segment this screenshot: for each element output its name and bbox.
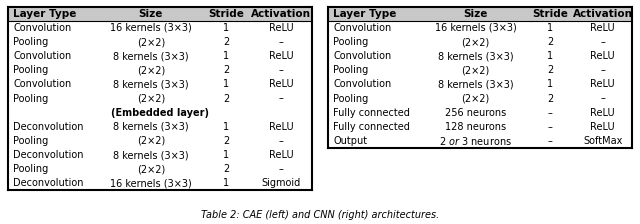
Text: 2: 2	[223, 65, 229, 75]
Text: Stride: Stride	[209, 9, 244, 19]
Text: 8 kernels (3×3): 8 kernels (3×3)	[113, 51, 189, 61]
Text: 2: 2	[547, 37, 553, 47]
Text: 2 $\mathit{or}$ 3 neurons: 2 $\mathit{or}$ 3 neurons	[439, 135, 512, 147]
Text: Convolution: Convolution	[13, 80, 72, 89]
Text: Convolution: Convolution	[13, 51, 72, 61]
Text: 2: 2	[223, 94, 229, 103]
Text: ReLU: ReLU	[269, 150, 293, 160]
Text: –: –	[278, 94, 284, 103]
Text: Fully connected: Fully connected	[333, 122, 410, 132]
Bar	[8, 7, 312, 21]
Text: 256 neurons: 256 neurons	[445, 108, 506, 118]
Text: 16 kernels (3×3): 16 kernels (3×3)	[110, 23, 192, 33]
Text: 8 kernels (3×3): 8 kernels (3×3)	[113, 122, 189, 132]
Text: 128 neurons: 128 neurons	[445, 122, 506, 132]
Text: Fully connected: Fully connected	[333, 108, 410, 118]
Text: Activation: Activation	[573, 9, 632, 19]
Text: 2: 2	[223, 164, 229, 174]
Text: Deconvolution: Deconvolution	[13, 178, 84, 188]
Text: ReLU: ReLU	[590, 80, 615, 89]
Text: Size: Size	[463, 9, 488, 19]
Text: 1: 1	[223, 51, 229, 61]
Text: 2: 2	[547, 94, 553, 103]
Text: Pooling: Pooling	[333, 65, 369, 75]
Text: (2×2): (2×2)	[137, 136, 165, 146]
Text: –: –	[600, 65, 605, 75]
Text: ReLU: ReLU	[590, 108, 615, 118]
Text: ReLU: ReLU	[269, 23, 293, 33]
Text: 1: 1	[223, 80, 229, 89]
Text: –: –	[278, 37, 284, 47]
Text: –: –	[600, 94, 605, 103]
Text: 1: 1	[223, 178, 229, 188]
Text: ReLU: ReLU	[590, 51, 615, 61]
Text: –: –	[548, 108, 552, 118]
Text: ReLU: ReLU	[269, 122, 293, 132]
Text: Convolution: Convolution	[333, 23, 392, 33]
Text: –: –	[278, 136, 284, 146]
Text: –: –	[548, 136, 552, 146]
Text: Table 2: CAE (left) and CNN (right) architectures.: Table 2: CAE (left) and CNN (right) arch…	[201, 210, 439, 220]
Text: Activation: Activation	[251, 9, 311, 19]
Text: Output: Output	[333, 136, 367, 146]
Text: –: –	[278, 164, 284, 174]
Text: 2: 2	[223, 37, 229, 47]
Text: 1: 1	[547, 23, 553, 33]
Text: 2: 2	[223, 136, 229, 146]
Text: –: –	[600, 37, 605, 47]
Text: 2: 2	[547, 65, 553, 75]
Text: ReLU: ReLU	[269, 51, 293, 61]
Text: Stride: Stride	[532, 9, 568, 19]
Text: 1: 1	[547, 80, 553, 89]
Text: –: –	[548, 122, 552, 132]
Text: 1: 1	[223, 23, 229, 33]
Text: (2×2): (2×2)	[137, 94, 165, 103]
Text: Deconvolution: Deconvolution	[13, 150, 84, 160]
Text: 8 kernels (3×3): 8 kernels (3×3)	[438, 80, 513, 89]
Text: Convolution: Convolution	[13, 23, 72, 33]
Text: (2×2): (2×2)	[461, 65, 490, 75]
Text: –: –	[278, 65, 284, 75]
Text: Pooling: Pooling	[333, 94, 369, 103]
Text: (2×2): (2×2)	[137, 37, 165, 47]
Text: Pooling: Pooling	[13, 136, 49, 146]
Text: Layer Type: Layer Type	[333, 9, 397, 19]
Text: Convolution: Convolution	[333, 51, 392, 61]
Text: Pooling: Pooling	[13, 65, 49, 75]
Bar	[328, 7, 632, 21]
Text: 1: 1	[223, 150, 229, 160]
Text: 8 kernels (3×3): 8 kernels (3×3)	[438, 51, 513, 61]
Text: (2×2): (2×2)	[461, 94, 490, 103]
Text: Pooling: Pooling	[13, 164, 49, 174]
Text: ReLU: ReLU	[269, 80, 293, 89]
Text: Pooling: Pooling	[13, 37, 49, 47]
Text: Deconvolution: Deconvolution	[13, 122, 84, 132]
Text: Sigmoid: Sigmoid	[262, 178, 301, 188]
Text: ReLU: ReLU	[590, 23, 615, 33]
Text: Pooling: Pooling	[333, 37, 369, 47]
Text: SoftMax: SoftMax	[583, 136, 622, 146]
Text: ReLU: ReLU	[590, 122, 615, 132]
Text: (Embedded layer): (Embedded layer)	[111, 108, 209, 118]
Text: 8 kernels (3×3): 8 kernels (3×3)	[113, 150, 189, 160]
Text: 16 kernels (3×3): 16 kernels (3×3)	[435, 23, 516, 33]
Text: 1: 1	[223, 122, 229, 132]
Text: (2×2): (2×2)	[137, 65, 165, 75]
Text: 1: 1	[547, 51, 553, 61]
Text: Size: Size	[139, 9, 163, 19]
Text: Convolution: Convolution	[333, 80, 392, 89]
Text: (2×2): (2×2)	[137, 164, 165, 174]
Text: Pooling: Pooling	[13, 94, 49, 103]
Text: Layer Type: Layer Type	[13, 9, 77, 19]
Text: (2×2): (2×2)	[461, 37, 490, 47]
Text: 8 kernels (3×3): 8 kernels (3×3)	[113, 80, 189, 89]
Text: 16 kernels (3×3): 16 kernels (3×3)	[110, 178, 192, 188]
